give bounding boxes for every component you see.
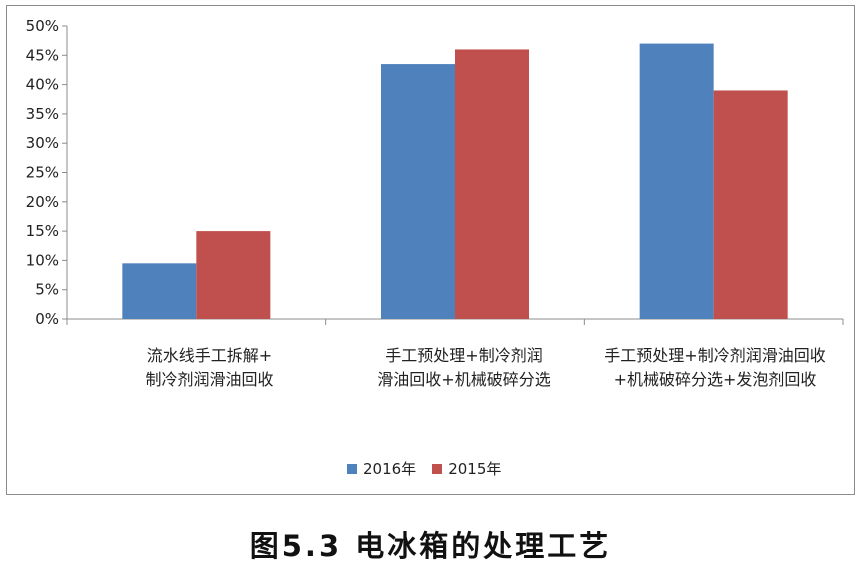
y-tick-label: 30% <box>26 134 59 152</box>
category-label-1-line1: 流水线手工拆解+ <box>146 346 273 365</box>
bar-2016-cat2 <box>381 64 455 319</box>
y-tick-label: 50% <box>26 17 59 35</box>
y-tick-label: 35% <box>26 105 59 123</box>
bar-2015-cat3 <box>713 90 788 320</box>
y-tick-label: 20% <box>26 193 59 211</box>
legend-label-2016: 2016年 <box>363 460 417 478</box>
y-tick-label: 25% <box>26 164 59 182</box>
category-label-3-line2: +机械破碎分选+发泡剂回收 <box>613 370 817 389</box>
legend-item-2015: 2015年 <box>432 458 501 479</box>
y-tick-label: 40% <box>26 76 59 94</box>
category-label-2-line2: 滑油回收+机械破碎分选 <box>377 370 551 389</box>
legend-swatch-2015 <box>432 463 443 474</box>
y-tick-label: 5% <box>35 281 59 299</box>
y-tick-label: 15% <box>26 222 59 240</box>
chart-frame: 0% 5% 10% 15% 20% 25% 30% 35% 40% 45% 50% 流水线手工拆解+… <box>6 5 855 495</box>
y-tick-label: 10% <box>26 251 59 269</box>
category-label-2-line1: 手工预处理+制冷剂润 <box>385 346 543 365</box>
y-tick-label: 0% <box>35 310 59 328</box>
category-label-1: 流水线手工拆解+ 制冷剂润滑油回收 <box>102 344 317 392</box>
category-label-3-line1: 手工预处理+制冷剂润滑油回收 <box>604 346 826 365</box>
chart-plot: 0% 5% 10% 15% 20% 25% 30% 35% 40% 45% 50% <box>26 17 844 328</box>
category-label-2: 手工预处理+制冷剂润 滑油回收+机械破碎分选 <box>349 344 579 392</box>
legend-item-2016: 2016年 <box>347 458 416 479</box>
bar-2016-cat1 <box>122 263 197 319</box>
category-label-1-line2: 制冷剂润滑油回收 <box>145 370 274 389</box>
legend-swatch-2016 <box>347 463 357 474</box>
bar-2015-cat1 <box>196 231 271 319</box>
chart-legend: 2016年 2015年 <box>347 458 511 479</box>
legend-label-2015: 2015年 <box>448 460 502 478</box>
category-label-3: 手工预处理+制冷剂润滑油回收 +机械破碎分选+发泡剂回收 <box>579 344 851 392</box>
bar-2016-cat3 <box>639 43 714 319</box>
figure-caption: 图5.3 电冰箱的处理工艺 <box>249 529 612 563</box>
bar-2015-cat2 <box>455 49 529 319</box>
y-tick-label: 45% <box>26 46 59 64</box>
